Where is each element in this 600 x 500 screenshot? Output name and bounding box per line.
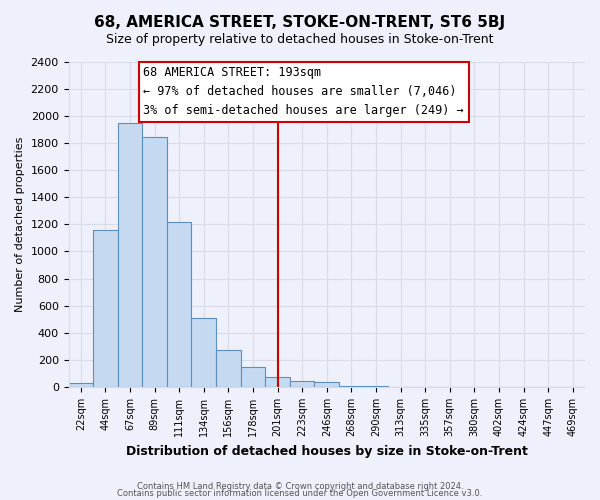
Bar: [216, 350, 241, 387]
Bar: [68, 383, 93, 387]
Y-axis label: Number of detached properties: Number of detached properties: [15, 136, 25, 312]
Bar: [314, 382, 339, 387]
Bar: [339, 386, 364, 387]
Bar: [142, 138, 167, 387]
Text: Contains public sector information licensed under the Open Government Licence v3: Contains public sector information licen…: [118, 489, 482, 498]
Text: 68, AMERICA STREET, STOKE-ON-TRENT, ST6 5BJ: 68, AMERICA STREET, STOKE-ON-TRENT, ST6 …: [94, 15, 506, 30]
Bar: [93, 230, 118, 387]
Bar: [118, 122, 142, 387]
Bar: [167, 222, 191, 387]
Bar: [241, 366, 265, 387]
Bar: [191, 318, 216, 387]
X-axis label: Distribution of detached houses by size in Stoke-on-Trent: Distribution of detached houses by size …: [126, 444, 528, 458]
Text: Size of property relative to detached houses in Stoke-on-Trent: Size of property relative to detached ho…: [106, 32, 494, 46]
Text: Contains HM Land Registry data © Crown copyright and database right 2024.: Contains HM Land Registry data © Crown c…: [137, 482, 463, 491]
Bar: [265, 377, 290, 387]
Text: 68 AMERICA STREET: 193sqm
← 97% of detached houses are smaller (7,046)
3% of sem: 68 AMERICA STREET: 193sqm ← 97% of detac…: [143, 66, 464, 118]
Bar: [290, 381, 314, 387]
Bar: [364, 386, 388, 387]
